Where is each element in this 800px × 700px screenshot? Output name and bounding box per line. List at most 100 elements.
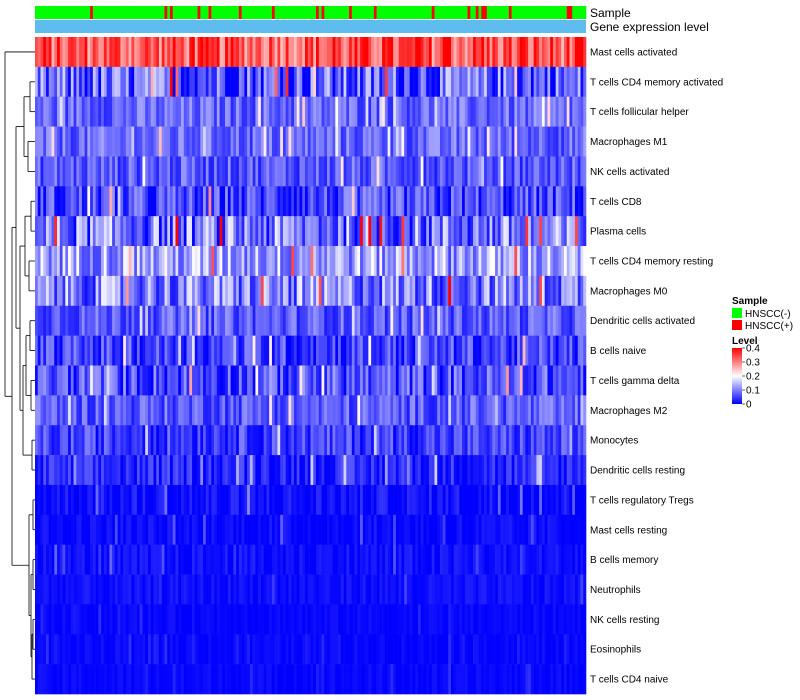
heatmap-cell	[536, 425, 540, 456]
heatmap-cell	[497, 216, 501, 247]
heatmap-cell	[437, 514, 441, 545]
heatmap-cell	[558, 96, 562, 127]
heatmap-cell	[561, 604, 565, 635]
heatmap-cell	[233, 544, 237, 575]
heatmap-cell	[340, 126, 344, 157]
heatmap-cell	[321, 216, 325, 247]
heatmap-cell	[313, 395, 317, 426]
heatmap-cell	[214, 425, 218, 456]
heatmap-cell	[335, 156, 339, 187]
heatmap-cell	[277, 246, 281, 277]
heatmap-cell	[503, 484, 507, 516]
heatmap-cell	[357, 216, 361, 247]
heatmap-cell	[98, 574, 102, 605]
heatmap-cell	[497, 335, 501, 366]
heatmap-cell	[462, 484, 466, 516]
heatmap-cell	[495, 37, 499, 68]
heatmap-cell	[500, 544, 504, 575]
sample-cell	[310, 6, 314, 19]
heatmap-cell	[401, 66, 405, 98]
heatmap-cell	[123, 514, 127, 545]
heatmap-cell	[423, 634, 427, 665]
heatmap-cell	[84, 574, 88, 605]
heatmap-cell	[57, 365, 61, 396]
heatmap-cell	[382, 186, 386, 217]
heatmap-cell	[558, 66, 562, 98]
heatmap-cell	[98, 455, 102, 486]
heatmap-cell	[335, 66, 339, 98]
heatmap-cell	[114, 425, 118, 456]
heatmap-cell	[508, 365, 512, 396]
heatmap-cell	[260, 275, 264, 307]
heatmap-cell	[169, 634, 174, 665]
heatmap-cell	[569, 365, 573, 396]
sample-cell	[227, 6, 231, 19]
heatmap-cell	[109, 574, 113, 605]
heatmap-cell	[439, 455, 444, 486]
heatmap-cell	[406, 664, 410, 695]
heatmap-cell	[404, 156, 408, 187]
sample-cell	[65, 6, 69, 19]
heatmap-cell	[357, 544, 361, 575]
heatmap-cell	[40, 335, 44, 366]
heatmap-cell	[478, 664, 482, 695]
sample-cell	[136, 6, 140, 19]
heatmap-cell	[561, 126, 565, 157]
heatmap-cell	[54, 305, 58, 336]
heatmap-cell	[153, 246, 157, 277]
heatmap-cell	[470, 156, 474, 187]
heatmap-cell	[398, 216, 402, 247]
heatmap-cell	[583, 634, 587, 665]
heatmap-cell	[401, 544, 405, 575]
heatmap-cell	[420, 305, 424, 336]
heatmap-cell	[65, 365, 69, 396]
heatmap-cell	[470, 126, 474, 157]
heatmap-cell	[117, 96, 121, 127]
heatmap-cell	[92, 275, 96, 307]
sample-cell	[368, 6, 372, 19]
heatmap-cell	[426, 455, 430, 486]
heatmap-cell	[288, 455, 292, 486]
heatmap-cell	[172, 216, 176, 247]
heatmap-cell	[123, 275, 127, 307]
heatmap-cell	[459, 395, 463, 426]
heatmap-cell	[48, 664, 52, 695]
heatmap-cell	[541, 156, 545, 187]
heatmap-cell	[92, 126, 96, 157]
heatmap-cell	[558, 156, 562, 187]
heatmap-cell	[357, 574, 361, 605]
sample-cell	[117, 6, 121, 19]
heatmap-cell	[70, 514, 74, 545]
heatmap-cell	[258, 216, 262, 247]
heatmap-cell	[241, 455, 245, 486]
heatmap-cell	[445, 37, 449, 68]
heatmap-cell	[379, 634, 383, 665]
heatmap-cell	[203, 66, 207, 98]
heatmap-cell	[181, 514, 185, 545]
heatmap-cell	[54, 514, 58, 545]
heatmap-cell	[583, 484, 587, 516]
heatmap-cell	[282, 574, 287, 605]
heatmap-cell	[51, 395, 55, 426]
heatmap-cell	[351, 246, 355, 277]
heatmap-cell	[227, 96, 231, 127]
heatmap-cell	[464, 484, 468, 516]
heatmap-cell	[92, 514, 96, 545]
heatmap-cell	[95, 634, 99, 665]
heatmap-cell	[150, 425, 154, 456]
sample-cell	[48, 6, 52, 19]
heatmap-cell	[296, 37, 300, 68]
heatmap-cell	[525, 514, 529, 545]
heatmap-cell	[406, 37, 410, 68]
heatmap-cell	[164, 156, 168, 187]
heatmap-cell	[307, 365, 311, 396]
heatmap-cell	[404, 246, 408, 277]
heatmap-cell	[48, 365, 52, 396]
heatmap-cell	[296, 484, 300, 516]
heatmap-cell	[164, 634, 168, 665]
row-label: T cells regulatory Tregs	[590, 495, 694, 506]
heatmap-cell	[406, 156, 410, 187]
heatmap-cell	[406, 484, 410, 516]
heatmap-cell	[453, 664, 457, 695]
heatmap-cell	[37, 96, 41, 127]
